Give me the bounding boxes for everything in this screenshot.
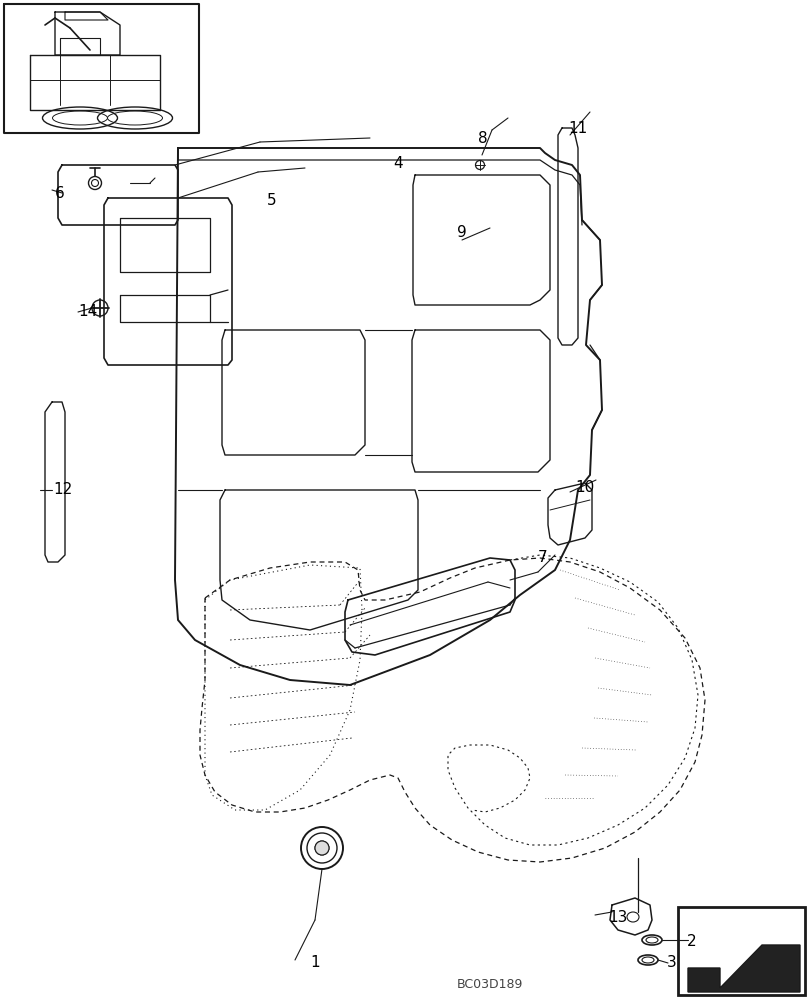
- Text: 7: 7: [538, 550, 547, 564]
- Text: 9: 9: [457, 225, 466, 240]
- Polygon shape: [687, 945, 799, 992]
- Bar: [677, 907, 804, 995]
- Text: 2: 2: [686, 934, 696, 949]
- Text: 3: 3: [667, 955, 676, 970]
- Text: 14: 14: [79, 304, 97, 320]
- Text: 4: 4: [393, 156, 402, 171]
- Text: 13: 13: [607, 910, 627, 925]
- Text: 6: 6: [55, 186, 65, 201]
- Text: 8: 8: [478, 131, 487, 146]
- Text: 10: 10: [575, 481, 594, 495]
- Ellipse shape: [315, 841, 328, 855]
- Text: 1: 1: [310, 955, 320, 970]
- Text: BC03D189: BC03D189: [457, 978, 522, 991]
- Text: 11: 11: [568, 121, 587, 136]
- Text: 12: 12: [54, 483, 72, 497]
- Text: 5: 5: [267, 193, 277, 208]
